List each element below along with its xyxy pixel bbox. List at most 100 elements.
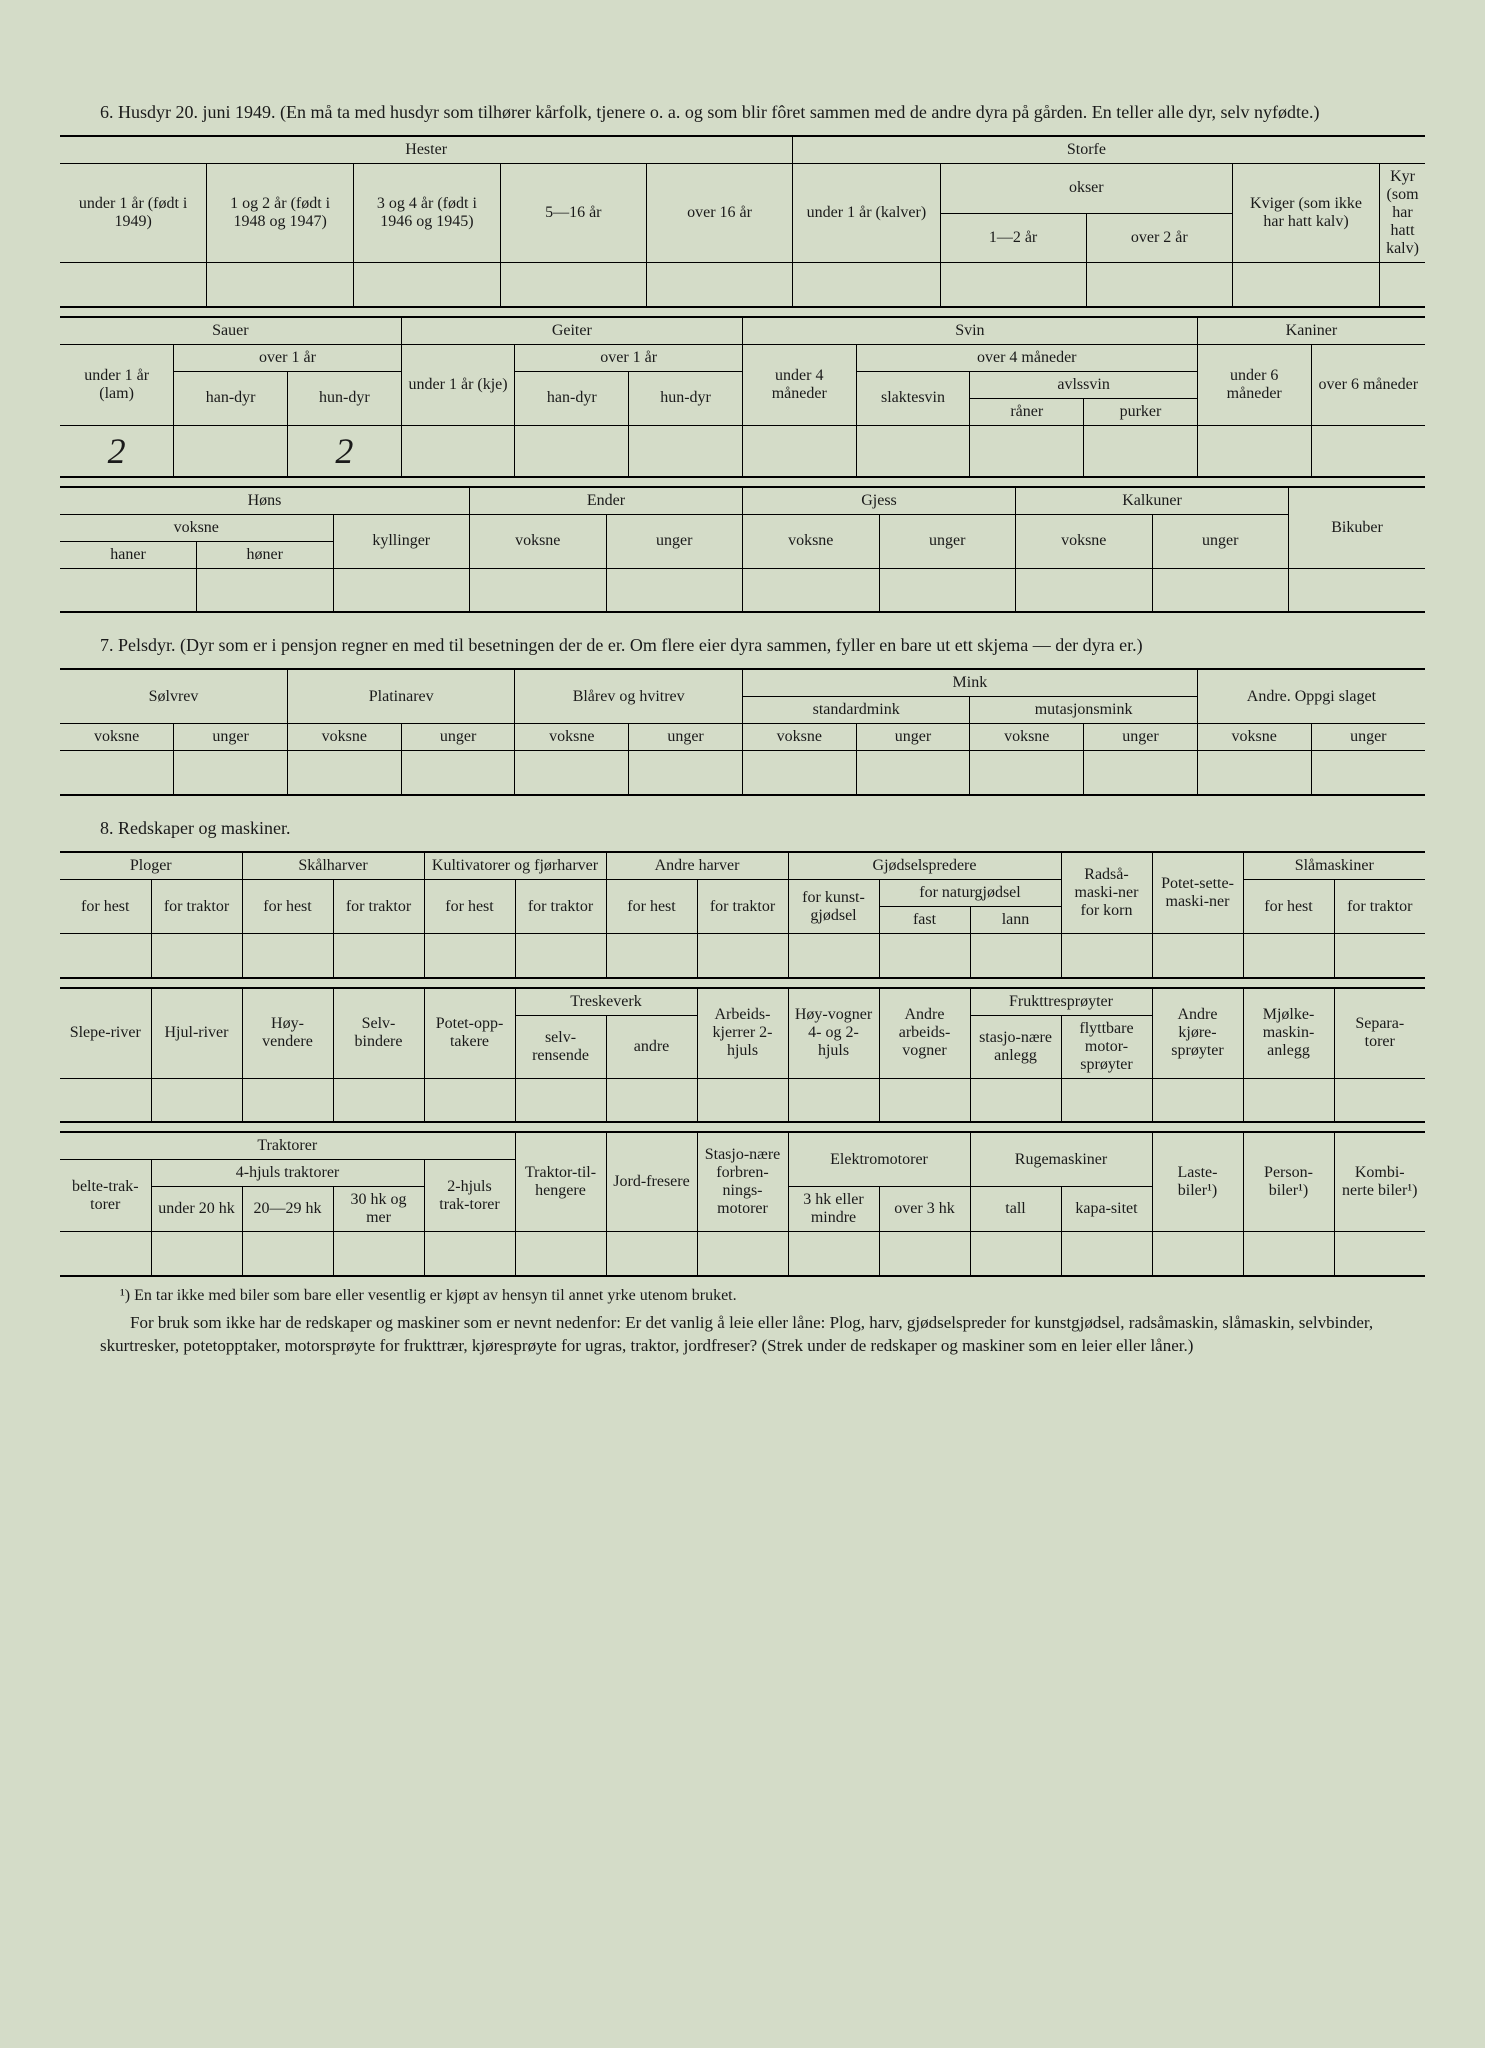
- r2-andrev: Andre arbeids-vogner: [879, 988, 970, 1079]
- s-under1: under 1 år (kalver): [793, 164, 940, 263]
- sv-under4: under 4 måneder: [742, 344, 856, 425]
- cell: [515, 425, 629, 477]
- p-u: unger: [174, 724, 288, 751]
- p-u: unger: [1084, 724, 1198, 751]
- r-ploger: Ploger: [60, 852, 242, 880]
- hdr-storfe: Storfe: [793, 136, 1380, 164]
- r-andre: Andre harver: [606, 852, 788, 880]
- h-under1: under 1 år (født i 1949): [60, 164, 207, 263]
- cell: [424, 934, 515, 978]
- hdr-gjess: Gjess: [743, 487, 1016, 515]
- r2-slepe: Slepe-river: [60, 988, 151, 1079]
- r-kunst: for kunst-gjødsel: [788, 880, 879, 934]
- table-redskaper-2: Slepe-river Hjul-river Høy-vendere Selv-…: [60, 987, 1425, 1124]
- r-fh: for hest: [1243, 880, 1334, 934]
- p-v: voksne: [970, 724, 1084, 751]
- ho-haner: haner: [60, 541, 197, 568]
- sa-handyr: han-dyr: [174, 371, 288, 425]
- r-potet: Potet-sette-maski-ner: [1152, 852, 1243, 934]
- cell: [151, 1078, 242, 1122]
- cell: [1243, 1078, 1334, 1122]
- cell: [401, 751, 515, 795]
- r3-stasj: Stasjo-nære forbren-nings-motorer: [697, 1132, 788, 1232]
- cell: [697, 934, 788, 978]
- cell: [1061, 934, 1152, 978]
- r3-til: Traktor-til-hengere: [515, 1132, 606, 1232]
- r2-flytt: flyttbare motor-sprøyter: [1061, 1015, 1152, 1078]
- p-u: unger: [856, 724, 970, 751]
- p-v: voksne: [287, 724, 401, 751]
- r-gjodsel: Gjødselspredere: [788, 852, 1061, 880]
- cell: [515, 1078, 606, 1122]
- cell: [697, 1078, 788, 1122]
- cell: [242, 934, 333, 978]
- cell: [174, 751, 288, 795]
- cell: [970, 1078, 1061, 1122]
- ka-over6: over 6 måneder: [1311, 344, 1425, 425]
- cell: [1152, 1232, 1243, 1276]
- cell: [242, 1232, 333, 1276]
- table-redskaper-1: Ploger Skålharver Kultivatorer og fjørha…: [60, 851, 1425, 979]
- cell: [856, 425, 970, 477]
- cell: [424, 1232, 515, 1276]
- s-okser: okser: [940, 164, 1233, 214]
- ho-voksne: voksne: [60, 514, 333, 541]
- ge-under1: under 1 år (kje): [401, 344, 515, 425]
- hdr-geiter: Geiter: [401, 317, 742, 345]
- cell: [354, 263, 501, 307]
- table-redskaper-3: Traktorer Traktor-til-hengere Jord-frese…: [60, 1131, 1425, 1277]
- cell: [743, 568, 880, 612]
- r2-stasj: stasjo-nære anlegg: [970, 1015, 1061, 1078]
- r-ft: for traktor: [151, 880, 242, 934]
- cell: [60, 934, 151, 978]
- cell: [606, 1078, 697, 1122]
- r3-ruge: Rugemaskiner: [970, 1132, 1152, 1187]
- cell: [1243, 934, 1334, 978]
- cell: [401, 425, 515, 477]
- cell: [879, 568, 1016, 612]
- cell: [788, 1232, 879, 1276]
- r-skal: Skålharver: [242, 852, 424, 880]
- r3-o3: over 3 hk: [879, 1187, 970, 1232]
- r-ft: for traktor: [697, 880, 788, 934]
- cell: [500, 263, 646, 307]
- cell: [1311, 751, 1425, 795]
- cell: [606, 934, 697, 978]
- sa-hundyr: hun-dyr: [287, 371, 401, 425]
- p-v: voksne: [60, 724, 174, 751]
- r3-jord: Jord-fresere: [606, 1132, 697, 1232]
- cell: [697, 1232, 788, 1276]
- ka-under6: under 6 måneder: [1197, 344, 1311, 425]
- cell: [333, 568, 470, 612]
- r3-kombi: Kombi-nerte biler¹): [1334, 1132, 1425, 1232]
- sv-raaner: råner: [970, 398, 1084, 425]
- p-platinarev: Platinarev: [287, 669, 514, 724]
- r-fh: for hest: [60, 880, 151, 934]
- r3-2hjuls: 2-hjuls trak-torer: [424, 1160, 515, 1232]
- gj-voksne: voksne: [743, 514, 880, 568]
- sv-slakte: slaktesvin: [856, 371, 970, 425]
- cell: [1380, 263, 1425, 307]
- r3-u20: under 20 hk: [151, 1187, 242, 1232]
- bottom-text: For bruk som ikke har de redskaper og ma…: [100, 1311, 1385, 1359]
- p-blaarev: Blårev og hvitrev: [515, 669, 742, 724]
- r2-hoyvog: Høy-vogner 4- og 2-hjuls: [788, 988, 879, 1079]
- r2-andrek: Andre kjøre-sprøyter: [1152, 988, 1243, 1079]
- hdr-ender: Ender: [470, 487, 743, 515]
- cell: [1084, 425, 1198, 477]
- cell: [515, 934, 606, 978]
- cell: [207, 263, 354, 307]
- r2-separa: Separa-torer: [1334, 988, 1425, 1079]
- cell: [60, 568, 197, 612]
- s-kviger: Kviger (som ikke har hatt kalv): [1233, 164, 1380, 263]
- table-sauer-geiter-svin-kaniner: Sauer Geiter Svin Kaniner under 1 år (la…: [60, 316, 1425, 478]
- r2-arbeids: Arbeids-kjerrer 2-hjuls: [697, 988, 788, 1079]
- sv-purker: purker: [1084, 398, 1198, 425]
- cell: [879, 934, 970, 978]
- p-mink: Mink: [742, 669, 1197, 697]
- cell: [1197, 751, 1311, 795]
- r2-frukt: Frukttresprøyter: [970, 988, 1152, 1016]
- cell: [788, 934, 879, 978]
- cell: [1311, 425, 1425, 477]
- cell: [60, 263, 207, 307]
